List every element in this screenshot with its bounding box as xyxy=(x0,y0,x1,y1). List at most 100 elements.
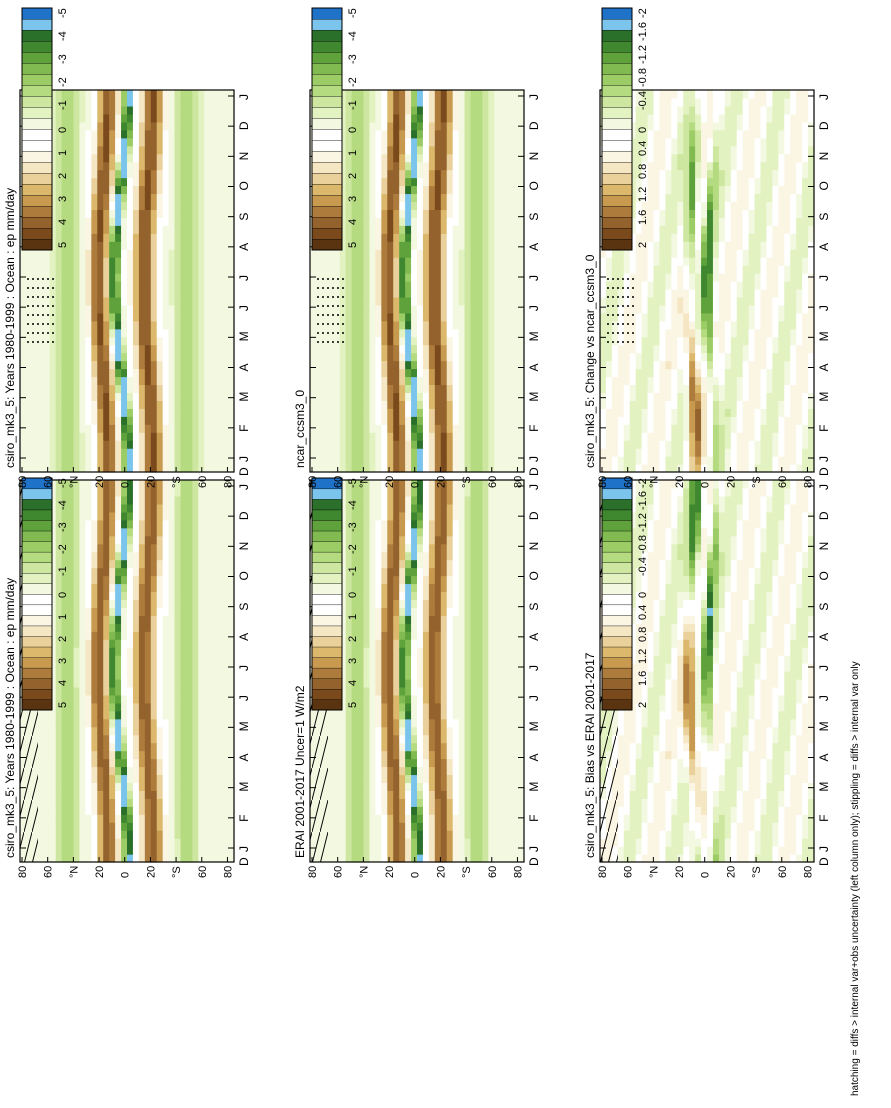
field-cell xyxy=(340,830,347,839)
field-cell xyxy=(375,854,382,863)
field-cell xyxy=(328,767,335,776)
field-cell xyxy=(471,798,478,807)
field-cell xyxy=(145,138,152,147)
field-cell xyxy=(115,751,122,760)
field-cell xyxy=(488,703,495,712)
field-cell xyxy=(151,289,158,298)
field-cell xyxy=(393,751,400,760)
field-cell xyxy=(204,186,211,195)
field-cell xyxy=(109,544,116,553)
field-cell xyxy=(127,679,134,688)
field-cell xyxy=(500,830,507,839)
field-cell xyxy=(216,408,223,417)
field-cell xyxy=(103,591,110,600)
field-cell xyxy=(204,687,211,696)
field-cell xyxy=(328,830,335,839)
field-cell xyxy=(387,607,394,616)
field-cell xyxy=(56,735,63,744)
field-cell xyxy=(157,297,164,306)
field-cell xyxy=(79,830,86,839)
field-cell xyxy=(471,790,478,799)
field-cell xyxy=(103,281,110,290)
field-cell xyxy=(91,233,98,242)
field-cell xyxy=(139,615,146,624)
field-cell xyxy=(465,751,472,760)
field-cell xyxy=(405,583,412,592)
field-cell xyxy=(97,655,104,664)
field-cell xyxy=(97,822,104,831)
field-cell xyxy=(210,353,217,362)
field-cell xyxy=(192,767,199,776)
field-cell xyxy=(358,790,365,799)
field-cell xyxy=(139,751,146,760)
field-cell xyxy=(192,241,199,250)
field-cell xyxy=(127,751,134,760)
field-cell xyxy=(175,695,182,704)
field-cell xyxy=(222,552,229,561)
field-cell xyxy=(62,337,69,346)
field-cell xyxy=(435,735,442,744)
field-cell xyxy=(97,854,104,863)
field-cell xyxy=(346,743,353,752)
field-cell xyxy=(109,583,116,592)
field-cell xyxy=(447,798,454,807)
field-cell xyxy=(181,814,188,823)
field-cell xyxy=(352,687,359,696)
field-cell xyxy=(423,806,430,815)
field-cell xyxy=(435,583,442,592)
field-cell xyxy=(186,607,193,616)
field-cell xyxy=(210,456,217,465)
field-cell xyxy=(127,217,134,226)
field-cell xyxy=(79,193,86,202)
field-cell xyxy=(482,719,489,728)
field-cell xyxy=(32,377,39,386)
field-cell xyxy=(175,822,182,831)
field-cell xyxy=(387,806,394,815)
field-cell xyxy=(500,591,507,600)
field-cell xyxy=(103,687,110,696)
field-cell xyxy=(441,599,448,608)
field-cell xyxy=(447,631,454,640)
field-cell xyxy=(74,201,81,210)
field-cell xyxy=(447,671,454,680)
field-cell xyxy=(127,193,134,202)
field-cell xyxy=(459,727,466,736)
field-cell xyxy=(169,615,176,624)
field-cell xyxy=(145,392,152,401)
field-cell xyxy=(121,743,128,752)
field-cell xyxy=(204,854,211,863)
field-cell xyxy=(175,186,182,195)
field-cell xyxy=(441,719,448,728)
field-cell xyxy=(453,743,460,752)
field-cell xyxy=(216,281,223,290)
field-cell xyxy=(181,408,188,417)
field-cell xyxy=(399,623,406,632)
field-cell xyxy=(133,114,140,123)
field-cell xyxy=(417,607,424,616)
field-cell xyxy=(399,735,406,744)
field-cell xyxy=(85,225,92,234)
field-cell xyxy=(97,544,104,553)
field-cell xyxy=(175,631,182,640)
field-cell xyxy=(441,647,448,656)
field-cell xyxy=(216,257,223,266)
field-cell xyxy=(109,448,116,457)
field-cell xyxy=(109,209,116,218)
field-cell xyxy=(358,735,365,744)
field-cell xyxy=(38,273,45,282)
field-cell xyxy=(181,615,188,624)
field-cell xyxy=(62,361,69,370)
field-cell xyxy=(62,408,69,417)
field-cell xyxy=(157,719,164,728)
field-cell xyxy=(393,576,400,585)
field-cell xyxy=(139,162,146,171)
field-cell xyxy=(151,583,158,592)
field-cell xyxy=(163,408,170,417)
field-cell xyxy=(364,727,371,736)
stipple-dot xyxy=(27,305,29,307)
field-cell xyxy=(127,130,134,139)
field-cell xyxy=(157,281,164,290)
field-cell xyxy=(68,305,75,314)
field-cell xyxy=(127,583,134,592)
field-cell xyxy=(127,321,134,330)
